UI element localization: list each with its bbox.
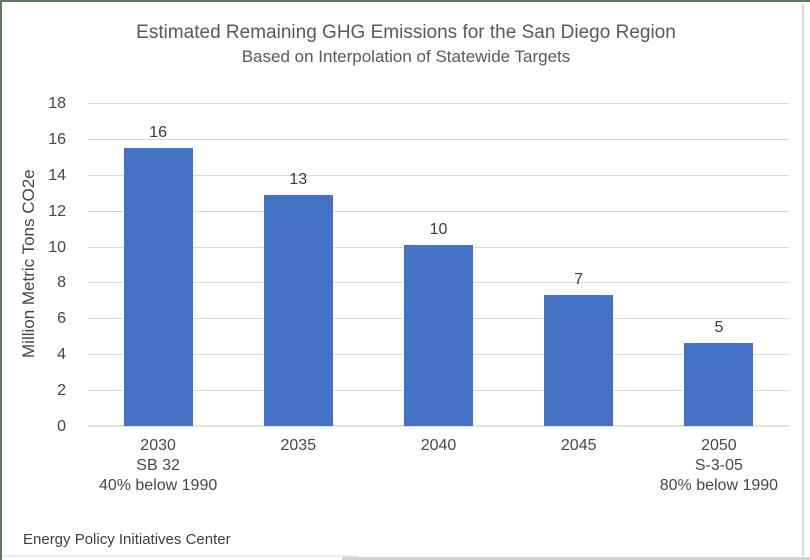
x-tick-line: 2040 bbox=[420, 437, 457, 454]
x-tick-line: S-3-05 bbox=[694, 457, 743, 474]
x-axis-tick-label: 2040 bbox=[354, 436, 524, 456]
bar-value-label: 5 bbox=[714, 319, 724, 337]
frame-bottom-edge-right bbox=[342, 557, 810, 560]
x-axis-tick-label: 2050 S-3-05 80% below 1990 bbox=[634, 436, 804, 496]
bar-value-label: 16 bbox=[149, 123, 167, 141]
x-axis-tick-label: 2045 bbox=[494, 436, 664, 456]
y-axis-tick-label: 18 bbox=[48, 95, 66, 112]
y-axis-tick-label: 14 bbox=[48, 167, 66, 184]
frame-right-edge bbox=[802, 4, 804, 556]
y-axis-tick-label: 12 bbox=[48, 203, 66, 220]
x-tick-line: 2050 bbox=[701, 437, 737, 454]
x-tick-line: 40% below 1990 bbox=[98, 477, 218, 494]
gridline bbox=[88, 103, 789, 104]
x-axis-line bbox=[88, 425, 789, 427]
y-axis-tick-label: 0 bbox=[57, 418, 66, 435]
gridline bbox=[88, 139, 789, 140]
bar-value-label: 7 bbox=[574, 271, 584, 288]
footer-credit: Energy Policy Initiatives Center bbox=[23, 531, 231, 548]
y-axis-tick-label: 8 bbox=[57, 274, 66, 291]
bar-value-label: 13 bbox=[289, 170, 308, 188]
y-axis-tick-label: 16 bbox=[48, 131, 66, 148]
x-tick-line: SB 32 bbox=[136, 457, 180, 474]
x-tick-line: 80% below 1990 bbox=[659, 477, 779, 494]
x-tick-line: 2035 bbox=[280, 437, 317, 454]
chart-title: Estimated Remaining GHG Emissions for th… bbox=[136, 22, 676, 43]
bar bbox=[263, 194, 333, 426]
bar bbox=[684, 343, 754, 426]
gridline bbox=[88, 211, 789, 212]
bar bbox=[123, 147, 193, 426]
y-axis-tick-label: 10 bbox=[48, 239, 66, 256]
bar bbox=[404, 244, 473, 426]
bar-value-label: 10 bbox=[429, 220, 448, 238]
x-axis-tick-label: 2030 SB 32 40% below 1990 bbox=[73, 436, 243, 496]
frame-bottom-edge-left bbox=[2, 555, 358, 557]
x-tick-line: 2030 bbox=[140, 437, 176, 454]
y-axis-tick-label: 6 bbox=[57, 310, 66, 327]
y-axis-title: Million Metric Tons CO2e bbox=[19, 169, 38, 358]
x-tick-line: 2045 bbox=[560, 437, 597, 454]
x-axis-tick-label: 2035 bbox=[213, 436, 383, 456]
y-axis-tick-label: 2 bbox=[57, 382, 66, 399]
chart-subtitle: Based on Interpolation of Statewide Targ… bbox=[241, 47, 571, 66]
y-axis-tick-label: 4 bbox=[57, 346, 66, 363]
bar bbox=[544, 295, 614, 426]
gridline bbox=[88, 175, 789, 176]
